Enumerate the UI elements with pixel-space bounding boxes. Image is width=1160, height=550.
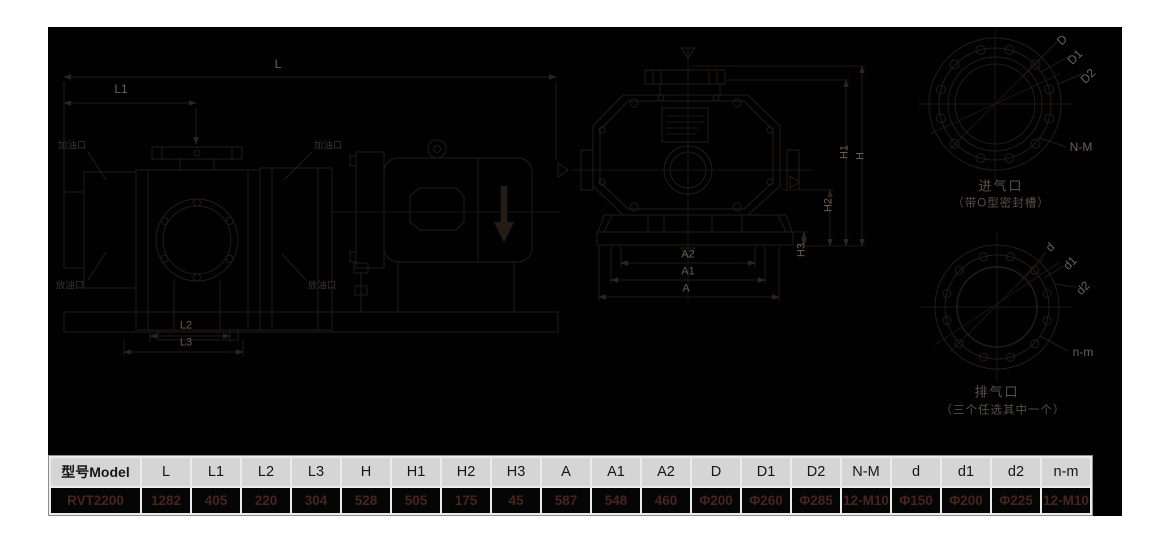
label-exhaust-note: （三个任选其中一个）: [940, 404, 1066, 417]
drawing-background: [48, 27, 1122, 516]
table-value-cell: 175: [442, 488, 490, 513]
table-header-cell: L2: [242, 458, 290, 486]
label-dim-a2: A2: [681, 248, 695, 261]
label-dim-nm: N-M: [1069, 140, 1093, 154]
label-dim-nm-low: n-m: [1072, 345, 1094, 359]
table-value-cell: 460: [642, 488, 690, 513]
exhaust-bolt-holes: [942, 252, 1052, 362]
table-value-cell: 528: [342, 488, 390, 513]
table-value-cell: 1282: [142, 488, 190, 513]
table-header-cell: L3: [292, 458, 340, 486]
label-dim-l3: L3: [179, 336, 193, 349]
label-dim-h1: H1: [838, 144, 851, 160]
intake-bolt-holes: [935, 44, 1055, 164]
table-header-cell: H3: [492, 458, 540, 486]
table-value-cell: Φ260: [742, 488, 790, 513]
table-value-cell: 505: [392, 488, 440, 513]
label-port-drain-right: 放油口: [307, 280, 337, 292]
table-value-cell: 405: [192, 488, 240, 513]
table-value-cell: Φ150: [892, 488, 940, 513]
label-dim-a1: A1: [681, 265, 695, 278]
table-header-cell: L1: [192, 458, 240, 486]
table-value-cell: 548: [592, 488, 640, 513]
label-port-fill-right: 加油口: [313, 140, 343, 152]
table-header-cell: D: [692, 458, 740, 486]
table-data-row: RVT2200 1282 405 220 304 528 505 175 45 587 548 460…: [51, 488, 1090, 513]
pump-side-view: [63, 74, 560, 356]
label-intake-note: （带O型密封槽）: [952, 197, 1050, 210]
table-value-cell: 12-M10: [1042, 488, 1090, 513]
table-header-cell: D1: [742, 458, 790, 486]
table-header-row: 型号Model L L1 L2 L3 H H1 H2 H3 A A1 A2 D D1 D2 N-M d d1 d2 n…: [51, 458, 1090, 486]
label-dim-l2: L2: [179, 319, 193, 332]
label-dim-l1: L1: [114, 82, 128, 96]
table-header-cell: d1: [942, 458, 990, 486]
label-dim-l: L: [274, 57, 282, 71]
table-value-cell: Φ225: [992, 488, 1040, 513]
table-value-cell: 587: [542, 488, 590, 513]
exhaust-flange-view: [920, 232, 1077, 382]
table-header-cell: A: [542, 458, 590, 486]
table-value-cell: Φ200: [692, 488, 740, 513]
table-header-cell: H1: [392, 458, 440, 486]
table-value-cell: Φ285: [792, 488, 840, 513]
pump-front-view: [557, 46, 866, 302]
table-header-cell: 型号Model: [51, 458, 140, 486]
table-header-cell: L: [142, 458, 190, 486]
table-header-cell: N-M: [842, 458, 890, 486]
table-header-cell: A2: [642, 458, 690, 486]
label-exhaust-title: 排气口: [974, 384, 1020, 400]
dimensions-table: 型号Model L L1 L2 L3 H H1 H2 H3 A A1 A2 D D1 D2 N-M d d1 d2 n…: [48, 455, 1093, 516]
label-port-fill-left: 加油口: [57, 140, 87, 152]
table-header-cell: H2: [442, 458, 490, 486]
table-value-cell: 45: [492, 488, 540, 513]
label-intake-title: 进气口: [978, 178, 1024, 194]
table-value-cell: 220: [242, 488, 290, 513]
label-dim-a: A: [682, 282, 690, 295]
table-value-cell: 304: [292, 488, 340, 513]
table-value-cell: 12-M10: [842, 488, 890, 513]
intake-flange-view: [918, 30, 1085, 180]
table-header-cell: H: [342, 458, 390, 486]
label-dim-h: H: [854, 152, 867, 160]
label-dim-h3: H3: [795, 242, 808, 258]
table-header-cell: A1: [592, 458, 640, 486]
table-header-cell: d2: [992, 458, 1040, 486]
label-port-drain-left: 放油口: [55, 280, 85, 292]
table-header-cell: d: [892, 458, 940, 486]
table-value-cell: Φ200: [942, 488, 990, 513]
table-header-cell: n-m: [1042, 458, 1090, 486]
table-header-cell: D2: [792, 458, 840, 486]
table-model-cell: RVT2200: [51, 488, 140, 513]
label-dim-h2: H2: [822, 197, 835, 213]
